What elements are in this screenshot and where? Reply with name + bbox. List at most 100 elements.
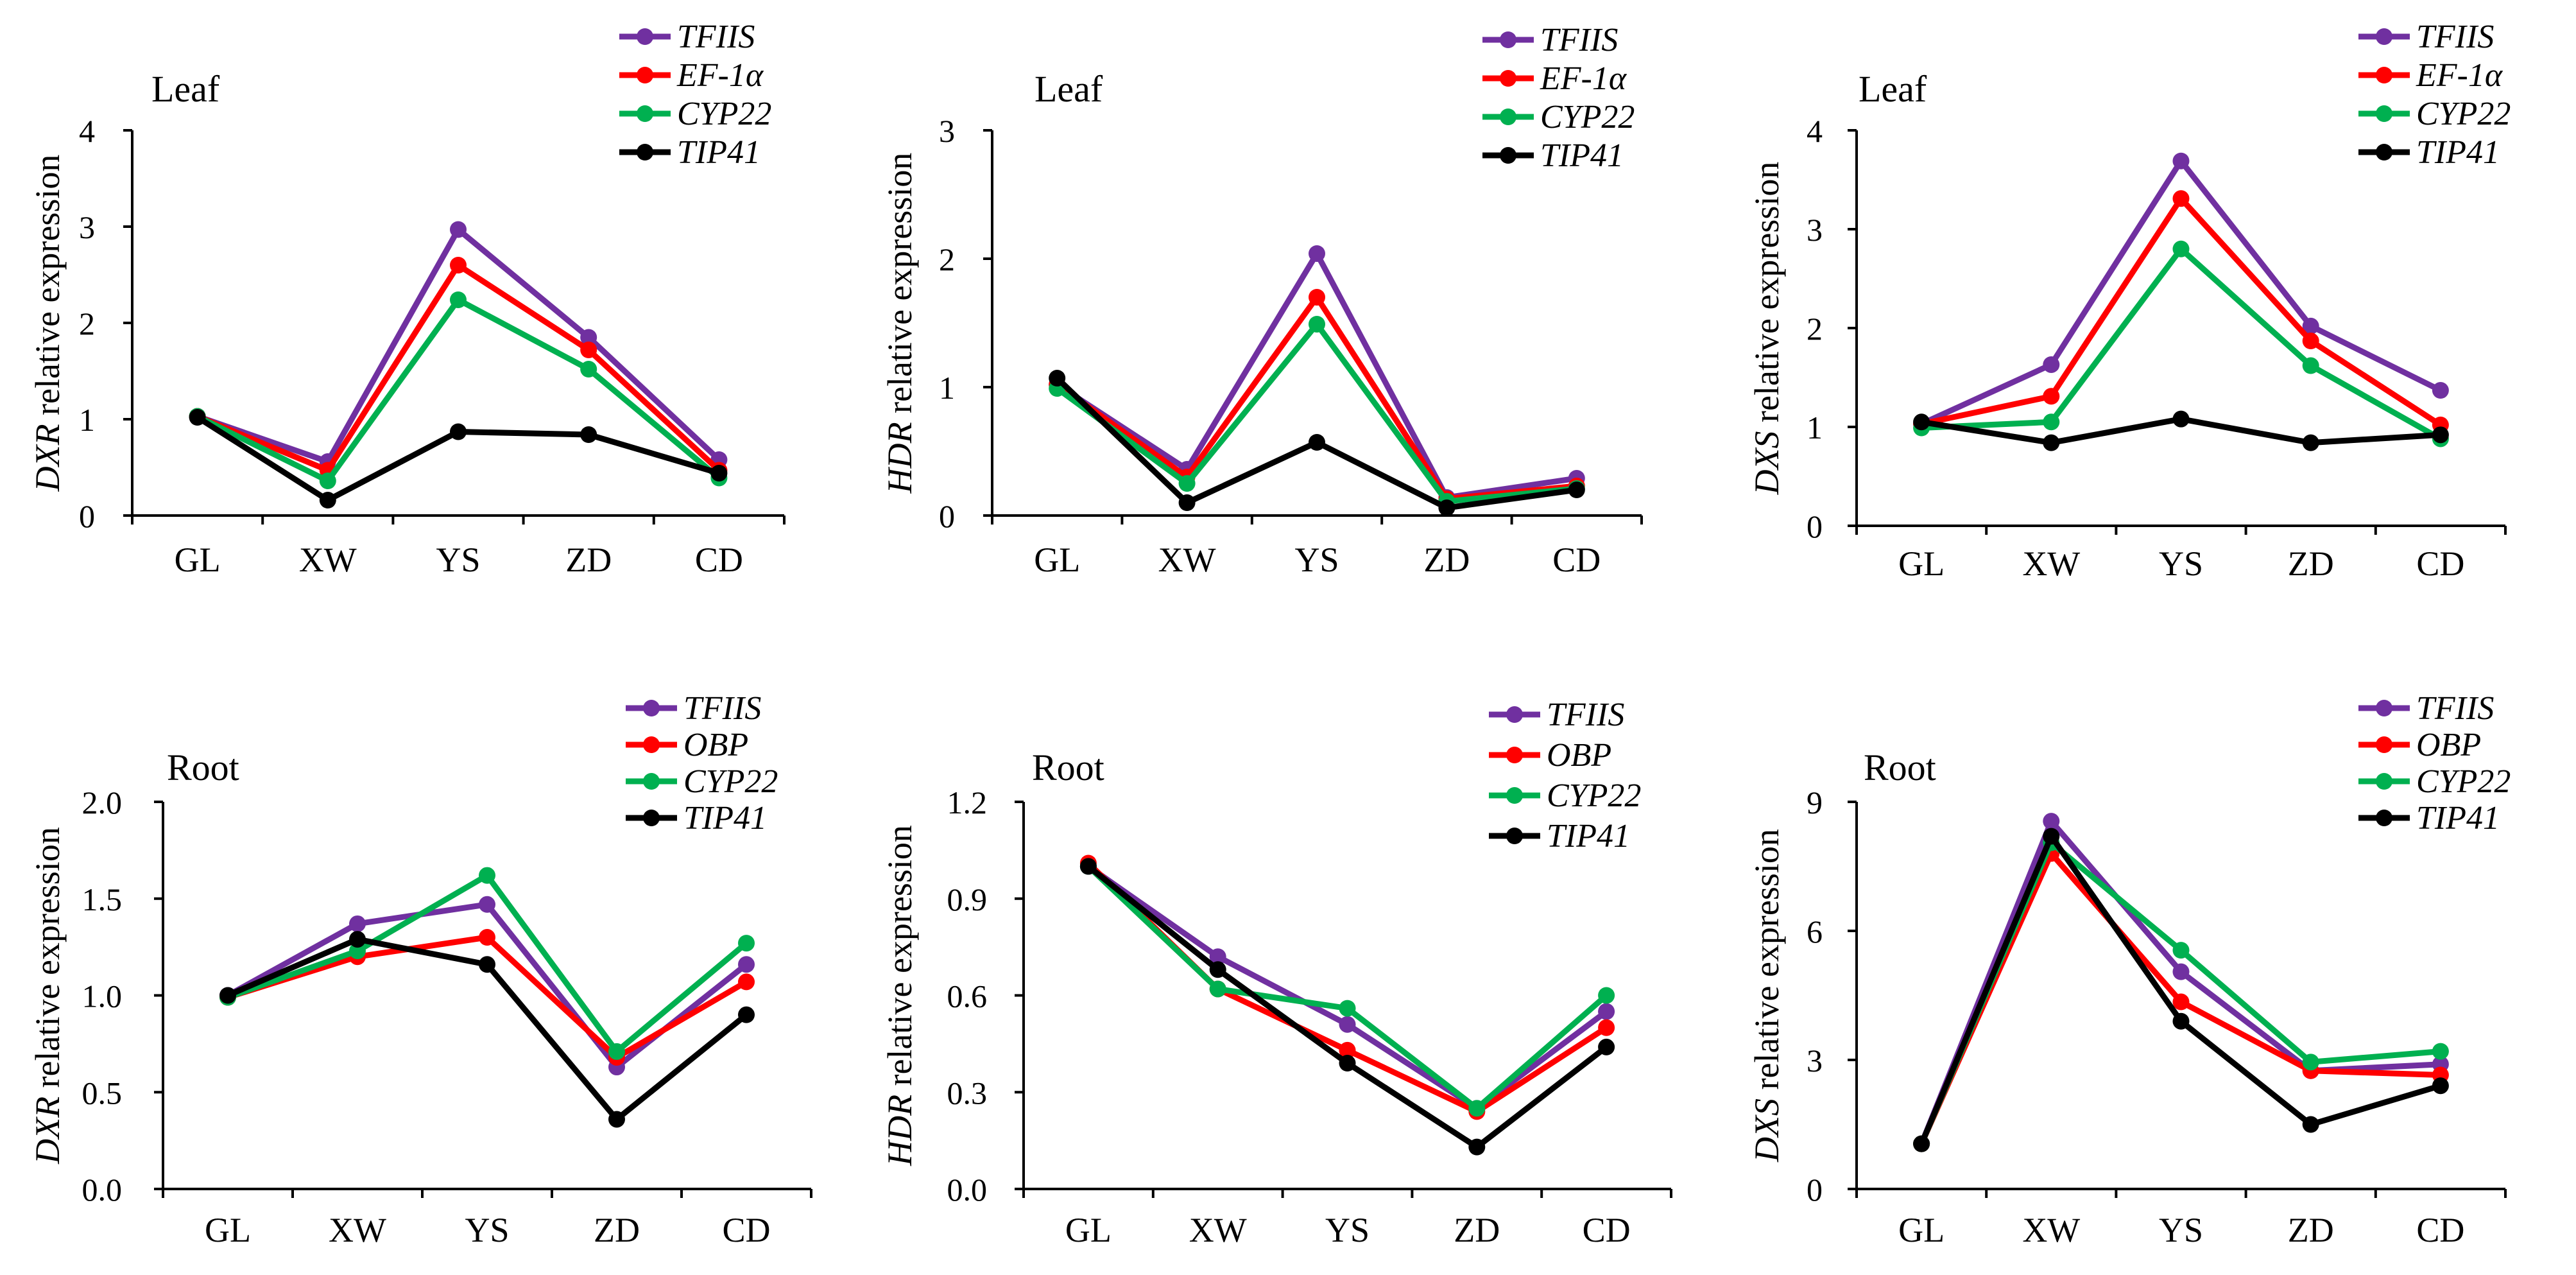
legend-marker-obp xyxy=(1506,747,1523,763)
data-point-tfiis xyxy=(2043,356,2060,373)
y-axis-title-rest: relative expression xyxy=(28,155,67,424)
panel-title: Leaf xyxy=(151,68,220,110)
chart-panel-4: 0.0 0.5 1.0 1.5 2.0 GL XW YS ZD CD Root DXR relativ… xyxy=(28,690,812,1249)
data-point-tip41 xyxy=(2043,828,2060,845)
y-tick-label: 0 xyxy=(1807,1172,1823,1208)
series-line-obp xyxy=(1085,860,1610,1115)
x-tick-label: YS xyxy=(1325,1211,1370,1249)
x-tick-label: CD xyxy=(722,1211,770,1249)
legend-marker-cyp22 xyxy=(2376,773,2392,790)
y-tick-label: 3 xyxy=(1807,212,1823,248)
legend-marker-ef1 xyxy=(2376,67,2392,83)
legend-marker-tfiis xyxy=(1500,31,1516,48)
chart-panel-2: 0 1 2 3 GL XW YS ZD CD Leaf HDR relative expressio… xyxy=(880,22,1643,579)
data-point-ef1 xyxy=(1309,289,1325,306)
data-point-tip41 xyxy=(608,1111,625,1128)
data-point-tip41 xyxy=(1339,1055,1356,1072)
legend-label-cyp22: CYP22 xyxy=(1547,777,1641,814)
data-point-tfiis xyxy=(1309,245,1325,262)
y-axis-title-rest: relative expression xyxy=(880,153,919,422)
data-point-cyp22 xyxy=(1209,980,1226,998)
data-point-tip41 xyxy=(2302,434,2319,451)
series-line-tfiis xyxy=(1085,863,1610,1111)
legend-marker-cyp22 xyxy=(1506,787,1523,804)
data-point-tfiis xyxy=(2302,317,2319,334)
data-point-cyp22 xyxy=(580,361,597,377)
data-point-cyp22 xyxy=(450,291,467,308)
data-point-cyp22 xyxy=(608,1043,625,1060)
legend-label-tfiis: TFIIS xyxy=(2416,19,2494,55)
data-point-cyp22 xyxy=(2172,240,2190,257)
legend-marker-tip41 xyxy=(2376,810,2392,826)
x-tick-label: XW xyxy=(1189,1211,1247,1249)
y-axis-title: DXS relative expression xyxy=(1747,829,1786,1163)
y-tick-label: 3 xyxy=(1807,1043,1823,1079)
panel-title: Leaf xyxy=(1859,68,1927,110)
data-point-tip41 xyxy=(1209,961,1226,978)
legend-label-cyp22: CYP22 xyxy=(2416,96,2511,132)
x-tick-label: ZD xyxy=(594,1211,640,1249)
legend-label-cyp22: CYP22 xyxy=(2416,763,2511,800)
y-tick-label: 2 xyxy=(1807,311,1823,347)
y-tick-label: 0 xyxy=(939,498,955,534)
data-point-cyp22 xyxy=(1309,316,1325,333)
y-axis-title-gene: DXS xyxy=(1747,1098,1786,1163)
y-axis-title-gene: DXR xyxy=(28,1097,67,1165)
x-tick-label: ZD xyxy=(2288,544,2334,583)
data-point-tip41 xyxy=(319,492,336,508)
x-tick-label: GL xyxy=(1034,541,1080,579)
data-point-ef1 xyxy=(2043,388,2060,405)
x-tick-label: YS xyxy=(2159,544,2203,583)
x-tick-label: XW xyxy=(2022,1211,2080,1249)
x-tick-label: YS xyxy=(1294,541,1339,579)
data-point-tfiis xyxy=(1339,1016,1356,1033)
y-tick-label: 1 xyxy=(939,370,955,406)
y-axis-title-gene: HDR xyxy=(880,1095,919,1167)
y-axis-title-rest: relative expression xyxy=(1747,829,1786,1098)
legend-marker-tfiis xyxy=(2376,700,2392,716)
y-tick-label: 1 xyxy=(79,402,95,438)
series-line-cyp22 xyxy=(1918,840,2444,1147)
data-point-tfiis xyxy=(2432,382,2449,399)
legend-label-ef1: EF-1α xyxy=(676,57,764,94)
data-point-tip41 xyxy=(479,956,495,973)
data-point-cyp22 xyxy=(479,867,495,884)
series-line-tip41 xyxy=(1918,833,2444,1147)
data-point-tfiis xyxy=(2043,813,2060,830)
data-point-obp xyxy=(1339,1041,1356,1059)
data-point-cyp22 xyxy=(738,935,755,952)
legend-label-tip41: TIP41 xyxy=(683,800,767,837)
data-point-tip41 xyxy=(2172,410,2190,428)
x-tick-label: CD xyxy=(695,541,743,579)
y-tick-label: 1.5 xyxy=(82,881,123,917)
legend-marker-tfiis xyxy=(2376,28,2392,45)
y-axis-title: HDR relative expression xyxy=(880,153,919,494)
x-tick-label: ZD xyxy=(2288,1211,2334,1249)
data-point-cyp22 xyxy=(1178,475,1196,492)
data-point-cyp22 xyxy=(349,942,366,960)
data-point-tfiis xyxy=(479,896,495,913)
y-tick-label: 0.5 xyxy=(82,1075,123,1111)
legend-marker-tip41 xyxy=(1506,828,1523,844)
data-point-ef1 xyxy=(2302,333,2319,350)
data-point-obp xyxy=(1598,1019,1615,1036)
y-tick-label: 0.0 xyxy=(82,1172,123,1208)
legend-label-tfiis: TFIIS xyxy=(1547,697,1624,733)
legend-label-ef1: EF-1α xyxy=(2416,57,2503,94)
data-point-tip41 xyxy=(1178,494,1196,511)
legend-marker-obp xyxy=(2376,736,2392,753)
data-point-ef1 xyxy=(2172,190,2190,207)
data-point-tfiis xyxy=(1209,948,1226,966)
data-point-tip41 xyxy=(738,1006,755,1023)
data-point-tfiis xyxy=(450,221,467,238)
x-tick-label: CD xyxy=(2416,544,2464,583)
data-point-tip41 xyxy=(1049,370,1066,386)
x-tick-label: XW xyxy=(2022,544,2080,583)
data-point-tfiis xyxy=(349,915,366,932)
y-tick-label: 0 xyxy=(1807,508,1823,544)
legend-label-tfiis: TFIIS xyxy=(677,19,755,55)
x-tick-label: GL xyxy=(205,1211,251,1249)
data-point-tip41 xyxy=(219,987,236,1004)
data-point-tip41 xyxy=(1309,434,1325,451)
data-point-tip41 xyxy=(1468,1138,1486,1156)
